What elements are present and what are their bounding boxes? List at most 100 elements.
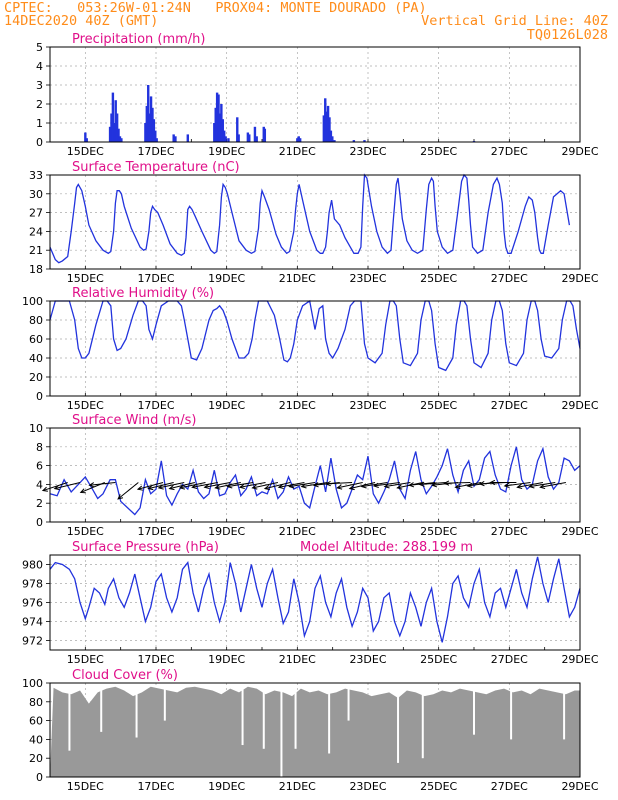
y-tick-label: 10	[29, 422, 43, 435]
wind-arrow-head	[418, 481, 425, 487]
precip-bar	[114, 100, 117, 142]
wind-arrow-head	[300, 483, 307, 489]
surface-temperature-title: Surface Temperature (nC)	[72, 160, 240, 175]
x-tick-label: 27DEC	[491, 145, 528, 158]
cloud-cover-dip	[163, 683, 166, 721]
x-tick-label: 17DEC	[137, 653, 174, 666]
x-tick-label: 17DEC	[137, 399, 174, 412]
precip-bar	[333, 140, 336, 142]
x-tick-label: 25DEC	[420, 272, 457, 285]
wind-arrow-head	[348, 485, 355, 491]
x-tick-label: 23DEC	[349, 525, 386, 538]
precip-bar	[322, 115, 326, 142]
wind-arrow-head	[251, 484, 258, 490]
precip-bar	[236, 117, 239, 142]
precip-bar	[253, 126, 257, 142]
x-tick-label: 15DEC	[67, 272, 104, 285]
wind-arrow	[179, 482, 206, 489]
wind-arrow	[252, 482, 279, 489]
surface-pressure-line	[49, 556, 581, 643]
x-tick-label: 17DEC	[137, 525, 174, 538]
precip-bar	[255, 136, 258, 142]
precip-bar	[329, 130, 333, 142]
x-tick-label: 19DEC	[208, 780, 245, 793]
header-grid-line-note: Vertical Grid Line: 40Z	[421, 13, 608, 29]
wind-arrow	[337, 482, 363, 489]
x-tick-label: 15DEC	[67, 145, 104, 158]
y-tick-label: 4	[36, 60, 43, 73]
x-tick-label: 21DEC	[279, 145, 316, 158]
precip-bar	[331, 136, 334, 142]
wind-arrow-head	[41, 486, 48, 492]
wind-arrow-head	[117, 494, 124, 500]
wind-arrow	[444, 482, 471, 484]
y-tick-label: 976	[22, 597, 43, 610]
cloud-cover-panel: 15DEC 17DEC 19DEC 21DEC 23DEC 25DEC 27DEC 29DEC…	[22, 668, 599, 793]
x-tick-label: 15DEC	[67, 399, 104, 412]
y-tick-label: 8	[36, 441, 43, 454]
y-tick-label: 80	[29, 314, 43, 327]
precip-bar	[214, 107, 217, 142]
surface-pressure-frame	[49, 554, 581, 651]
surface-temperature-panel: 15DEC 17DEC 19DEC 21DEC 23DEC 25DEC 27DEC 29DEC…	[29, 160, 599, 285]
wind-arrow-head	[214, 484, 221, 490]
wind-arrow	[117, 482, 139, 500]
wind-arrow-head	[466, 482, 473, 488]
y-tick-label: 0	[36, 390, 43, 403]
x-tick-label: 29DEC	[561, 399, 598, 412]
wind-arrow	[264, 482, 291, 490]
surface-wind-frame	[49, 427, 581, 523]
cloud-cover-dip	[563, 683, 566, 740]
cloud-cover-dip	[100, 683, 103, 732]
wind-arrow-head	[203, 483, 210, 490]
y-tick-label: 27	[29, 207, 43, 220]
x-tick-label: 17DEC	[137, 780, 174, 793]
y-tick-label: 0	[36, 516, 43, 529]
x-tick-label: 23DEC	[349, 780, 386, 793]
precip-bar	[115, 113, 119, 142]
precip-bar	[325, 111, 328, 142]
x-tick-label: 25DEC	[420, 653, 457, 666]
wind-arrow	[215, 482, 241, 489]
wind-arrow	[384, 482, 411, 488]
x-tick-label: 25DEC	[420, 780, 457, 793]
y-tick-label: 2	[36, 497, 43, 510]
wind-arrow-head	[168, 485, 175, 491]
x-tick-label: 23DEC	[349, 145, 386, 158]
x-tick-label: 19DEC	[208, 525, 245, 538]
wind-arrow-head	[408, 482, 415, 488]
wind-arrow-head	[324, 481, 331, 487]
precip-bar	[117, 128, 120, 142]
precipitation-panel: 15DEC 17DEC 19DEC 21DEC 23DEC 25DEC 27DEC 29DEC…	[36, 32, 599, 158]
cloud-cover-title: Cloud Cover (%)	[72, 668, 178, 683]
cloud-cover-dip	[328, 683, 331, 754]
y-tick-label: 3	[36, 79, 43, 92]
wind-arrow-head	[147, 485, 154, 491]
precip-bar	[85, 138, 88, 142]
relative-humidity-title: Relative Humidity (%)	[72, 286, 214, 301]
precip-bar	[352, 140, 356, 142]
y-tick-label: 0	[36, 136, 43, 149]
wind-arrow-head	[396, 484, 403, 490]
wind-arrow-head	[443, 480, 450, 486]
precip-bar	[326, 105, 330, 142]
wind-arrow-head	[191, 483, 198, 490]
cloud-cover-area	[50, 686, 580, 777]
precip-bar	[296, 138, 299, 142]
x-tick-label: 27DEC	[491, 525, 528, 538]
wind-arrow	[192, 482, 218, 488]
wind-arrow-head	[528, 483, 535, 489]
x-tick-label: 21DEC	[279, 399, 316, 412]
y-tick-label: 2	[36, 98, 43, 111]
wind-arrow-head	[516, 483, 523, 490]
wind-arrow	[42, 482, 68, 492]
precip-bar	[224, 136, 227, 142]
precip-bar	[120, 138, 123, 142]
y-tick-label: 100	[22, 677, 43, 690]
wind-arrow-head	[263, 485, 270, 491]
precip-bar	[227, 138, 230, 142]
wind-arrow-head	[312, 482, 319, 488]
wind-arrow-head	[178, 484, 186, 490]
y-tick-label: 40	[29, 733, 43, 746]
